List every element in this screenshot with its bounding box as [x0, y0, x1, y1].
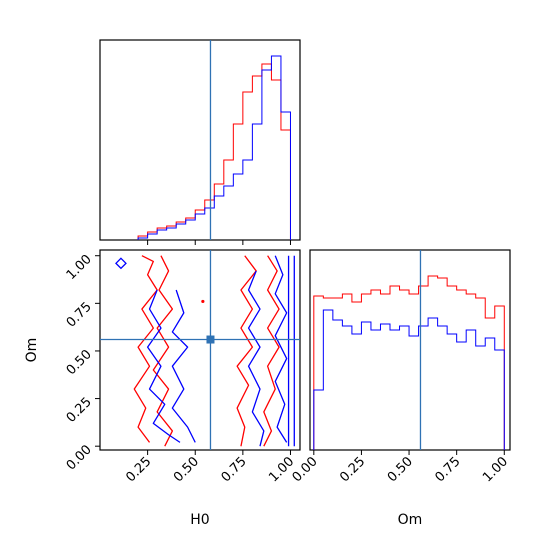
contour-y-tick-label-2: 0.50: [64, 347, 95, 378]
contour-x-ticks: 0.25 0.50 0.75 1.00: [123, 450, 297, 485]
contour-frame: [99, 249, 301, 451]
contour-truth-point: [206, 335, 215, 344]
y-axis-label-om: Om: [24, 338, 40, 363]
hist-om-series-group: [313, 275, 505, 450]
hist-h0-frame: [99, 39, 301, 241]
contour-line-0: [133, 255, 158, 443]
hist-om-tick-label-4: 1.00: [480, 454, 511, 485]
contour-y-ticks: 0.00 0.25 0.50 0.75 1.00: [64, 252, 100, 473]
hist-h0-series-group: [137, 55, 291, 240]
hist-h0-panel: [99, 39, 301, 245]
contour-line-1: [152, 255, 174, 447]
x-axis-label-h0: H0: [190, 512, 209, 528]
contour-line-3: [171, 289, 196, 443]
hist-om-tick-label-0: 0.00: [290, 454, 321, 485]
contour-line-2: [146, 289, 181, 443]
contour-marker-1: [201, 299, 205, 304]
hist-h0-series-0: [137, 63, 291, 240]
contour-line-4: [236, 255, 257, 447]
contour-line-5: [263, 255, 280, 447]
hist-om-tick-label-3: 0.75: [432, 454, 463, 485]
contour-y-tick-label-3: 0.75: [64, 300, 95, 331]
contour-panel: 0.25 0.50 0.75 1.00 0.00 0.25 0.50 0.75 1.00 H0…: [24, 249, 301, 528]
hist-h0-ticks: [147, 240, 291, 245]
hist-om-tick-label-2: 0.50: [385, 454, 416, 485]
hist-om-panel: 0.00 0.25 0.50 0.75 1.00 Om: [290, 249, 511, 528]
hist-h0-series-1: [137, 55, 291, 240]
contour-y-tick-label-4: 1.00: [64, 252, 95, 283]
contour-line-6: [247, 270, 265, 447]
x-axis-label-om: Om: [398, 512, 423, 528]
contour-lines-group: [133, 255, 295, 447]
hist-om-series-0: [313, 275, 505, 450]
hist-om-ticks: 0.00 0.25 0.50 0.75 1.00: [290, 450, 511, 485]
hist-om-tick-label-1: 0.25: [337, 454, 368, 485]
contour-line-7: [274, 255, 288, 443]
contour-marker-0: [115, 257, 127, 270]
hist-om-frame: [309, 249, 511, 451]
contour-markers-group: [115, 257, 205, 304]
hist-om-series-1: [313, 309, 505, 450]
contour-x-tick-label-2: 0.75: [219, 454, 250, 485]
contour-y-tick-label-1: 0.25: [64, 395, 95, 426]
contour-x-tick-label-1: 0.50: [171, 454, 202, 485]
contour-x-tick-label-3: 1.00: [266, 454, 297, 485]
contour-y-tick-label-0: 0.00: [64, 442, 95, 473]
contour-x-tick-label-0: 0.25: [123, 454, 154, 485]
